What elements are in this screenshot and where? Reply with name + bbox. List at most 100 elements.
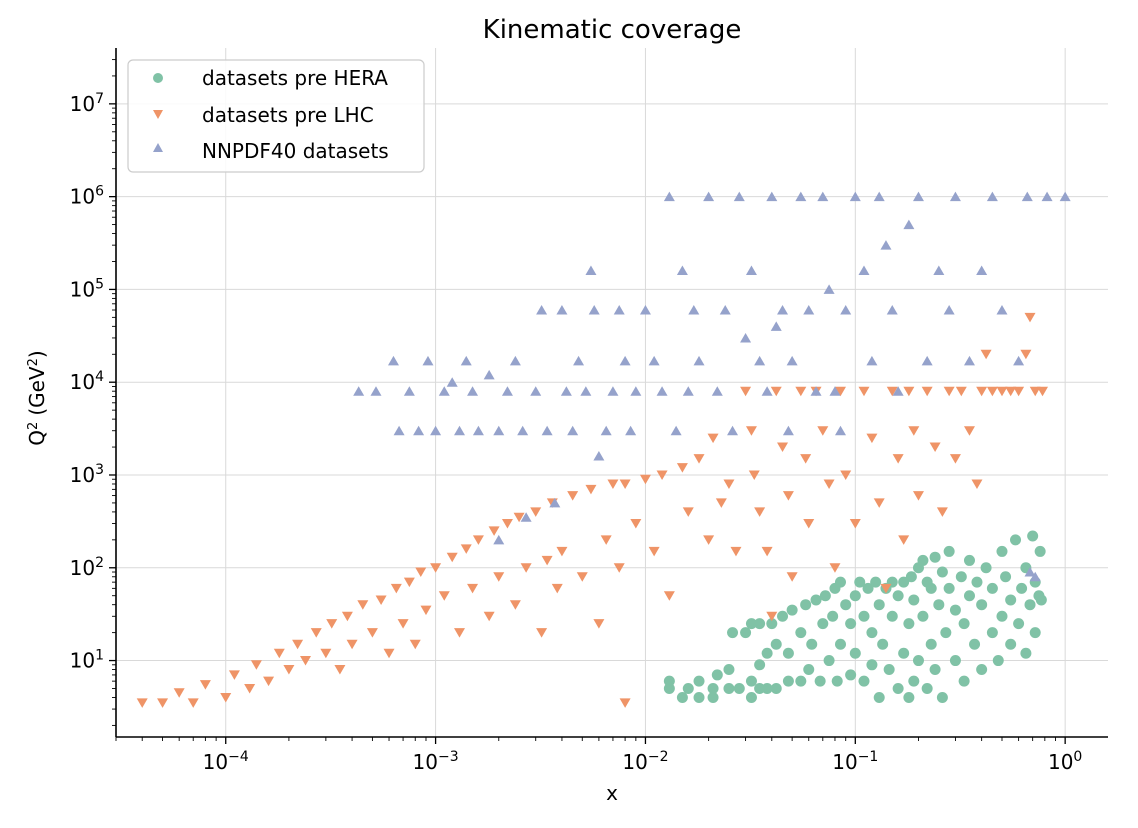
legend-label-pre-lhc: datasets pre LHC	[202, 103, 374, 127]
data-point-triangle-down	[415, 567, 427, 578]
data-point-circle	[963, 554, 975, 566]
data-point-triangle-down	[366, 628, 378, 638]
data-point-circle	[949, 604, 961, 616]
data-point-circle	[761, 682, 773, 694]
data-point-triangle-up	[976, 265, 988, 275]
data-point-circle	[963, 590, 975, 602]
data-point-circle	[795, 675, 807, 687]
data-point-circle	[886, 610, 898, 622]
data-point-triangle-up	[413, 425, 425, 436]
data-point-circle	[969, 638, 981, 650]
data-point-triangle-down	[693, 454, 705, 464]
data-point-triangle-up	[501, 386, 513, 396]
data-point-triangle-up	[996, 305, 1008, 315]
data-point-triangle-up	[1024, 567, 1036, 577]
data-point-triangle-up	[472, 425, 484, 436]
data-point-triangle-up	[777, 305, 789, 315]
data-point-triangle-down	[1029, 386, 1041, 397]
y-tick-exp: 6	[95, 184, 104, 200]
legend-marker-circle	[153, 73, 163, 83]
data-point-triangle-down	[795, 386, 807, 397]
data-point-circle	[905, 571, 917, 583]
data-point-circle	[929, 551, 941, 563]
data-point-triangle-up	[593, 451, 605, 461]
data-point-triangle-down	[980, 349, 992, 360]
data-point-circle	[1024, 599, 1036, 611]
y-axis-label-unit-pre: (GeV	[25, 366, 49, 416]
data-point-circle	[1010, 534, 1022, 546]
data-point-triangle-down	[220, 692, 232, 703]
legend-marker-triangle-down	[153, 110, 163, 119]
data-point-circle	[971, 576, 983, 588]
data-point-triangle-up	[817, 191, 829, 202]
data-point-triangle-down	[770, 386, 782, 397]
data-point-triangle-up	[580, 386, 592, 396]
data-point-circle	[943, 545, 955, 557]
data-point-circle	[810, 594, 822, 606]
data-point-triangle-down	[292, 639, 304, 650]
data-point-triangle-up	[517, 425, 529, 436]
data-point-circle	[754, 659, 766, 671]
data-point-circle	[1016, 582, 1028, 594]
data-point-circle	[917, 554, 929, 566]
data-point-triangle-down	[607, 479, 619, 489]
data-point-triangle-down	[886, 386, 898, 397]
data-point-circle	[682, 682, 694, 694]
data-point-triangle-up	[663, 191, 675, 202]
data-point-circle	[912, 655, 924, 667]
data-point-triangle-up	[588, 305, 600, 315]
data-point-circle	[986, 627, 998, 639]
data-point-circle	[754, 618, 766, 630]
data-point-triangle-down	[639, 474, 651, 485]
data-point-circle	[1020, 647, 1032, 659]
data-point-triangle-down	[438, 591, 450, 601]
data-point-triangle-down	[786, 572, 798, 582]
data-point-circle	[745, 675, 757, 687]
data-point-triangle-down	[375, 595, 387, 605]
chart-title: Kinematic coverage	[483, 15, 742, 45]
data-point-circle	[929, 664, 941, 676]
data-point-circle	[917, 610, 929, 622]
x-tick-exp: 0	[1073, 749, 1082, 765]
data-point-triangle-down	[648, 546, 660, 557]
x-tick-base: 10	[622, 750, 647, 774]
data-point-circle	[949, 655, 961, 667]
y-axis-label-unit-post: )	[25, 350, 49, 358]
data-point-circle	[800, 599, 812, 611]
data-point-circle	[693, 675, 705, 687]
data-point-triangle-down	[472, 535, 484, 545]
data-point-circle	[819, 590, 831, 602]
data-point-triangle-down	[556, 546, 568, 557]
x-tick-base: 10	[1048, 750, 1073, 774]
data-point-triangle-down	[703, 535, 715, 545]
data-point-triangle-down	[493, 572, 505, 582]
x-tick-base: 10	[203, 750, 228, 774]
data-point-triangle-down	[903, 386, 915, 397]
data-point-triangle-up	[803, 305, 815, 315]
y-tick-exp: 3	[95, 462, 104, 478]
data-point-triangle-up	[403, 386, 415, 396]
legend-item-pre-hera: datasets pre HERA	[153, 66, 388, 90]
legend-marker-triangle-up	[153, 143, 163, 152]
data-point-triangle-up	[740, 332, 752, 343]
data-point-triangle-down	[520, 563, 532, 573]
data-point-triangle-down	[613, 563, 625, 573]
data-point-triangle-up	[943, 305, 955, 315]
data-point-triangle-down	[971, 479, 983, 489]
data-point-triangle-down	[829, 563, 841, 573]
data-point-circle	[883, 664, 895, 676]
data-point-triangle-up	[573, 355, 585, 366]
data-point-triangle-up	[858, 265, 870, 275]
data-point-circle	[908, 594, 920, 606]
data-point-circle	[823, 655, 835, 667]
data-point-triangle-up	[460, 355, 472, 366]
data-point-circle	[795, 627, 807, 639]
data-point-triangle-down	[834, 386, 846, 397]
x-tick-label: 10−3	[413, 749, 459, 774]
data-point-triangle-up	[549, 497, 561, 508]
data-point-triangle-down	[273, 648, 285, 659]
data-point-triangle-down	[187, 698, 199, 708]
y-tick-label: 104	[70, 369, 104, 394]
data-point-triangle-up	[810, 386, 822, 396]
data-point-triangle-up	[393, 425, 405, 436]
